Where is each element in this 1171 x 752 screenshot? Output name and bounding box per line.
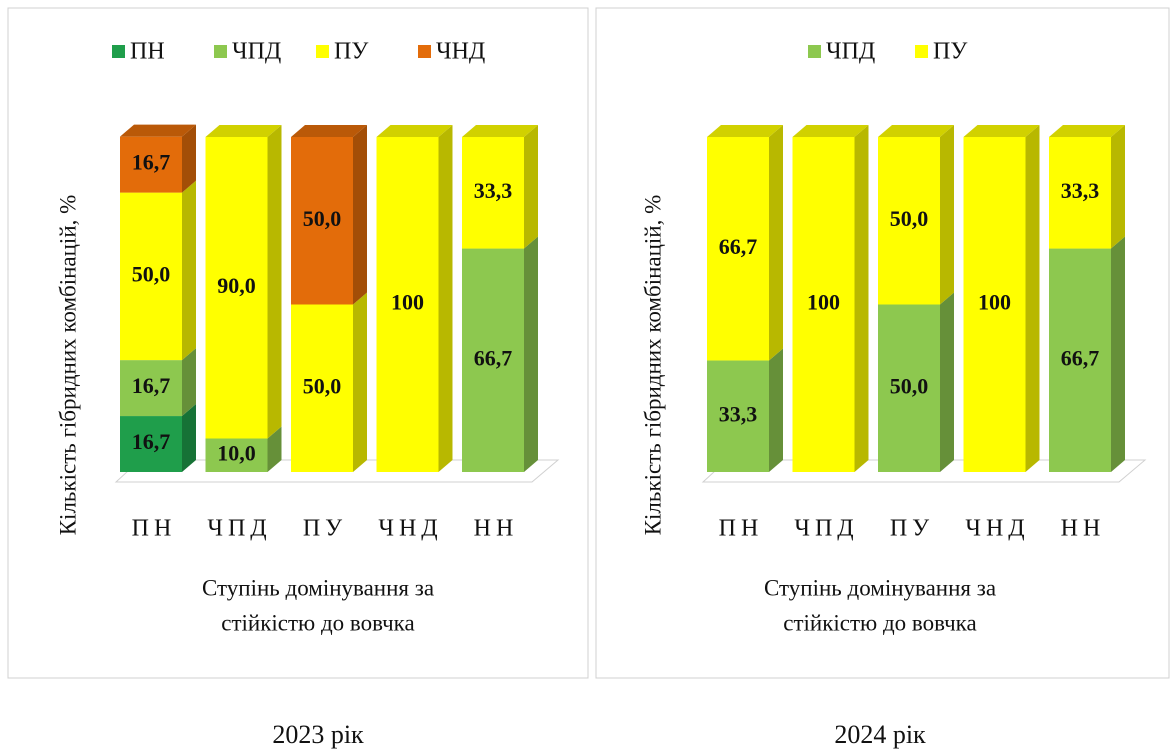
- bar-side: [182, 124, 196, 193]
- bar-side: [769, 348, 783, 472]
- caption: 2023 рік: [272, 720, 364, 749]
- data-label: 66,7: [1061, 345, 1100, 370]
- bar-segment: [878, 304, 940, 472]
- bar-top: [291, 125, 367, 137]
- bar-side: [769, 125, 783, 361]
- data-label: 50,0: [303, 206, 342, 231]
- legend-label: ЧПД: [232, 39, 281, 65]
- bar-segment: [205, 137, 268, 439]
- bar-segment: [792, 137, 855, 472]
- data-label: 16,7: [132, 429, 171, 454]
- bar-top: [792, 125, 869, 137]
- data-label: 50,0: [303, 373, 342, 398]
- bar-segment: [120, 136, 182, 193]
- legend-label: ЧНД: [436, 39, 485, 65]
- data-label: 90,0: [217, 273, 256, 298]
- legend-label: ЧПД: [826, 39, 875, 65]
- x-tick-label: ЧНД: [378, 516, 442, 542]
- bar-side: [267, 125, 282, 439]
- bar-side: [353, 292, 367, 472]
- x-tick-label: ПУ: [890, 516, 934, 542]
- data-label: 50,0: [890, 373, 929, 398]
- legend-swatch: [808, 45, 821, 58]
- x-tick-label: ПН: [132, 516, 177, 542]
- bar-segment: [120, 192, 182, 361]
- data-label: 10,0: [217, 440, 256, 465]
- bar-side: [182, 348, 196, 417]
- bar-segment: [120, 360, 182, 417]
- data-label: 50,0: [132, 261, 171, 286]
- data-label: 66,7: [719, 234, 758, 259]
- x-axis-label: стійкістю до вовчка: [783, 610, 976, 635]
- y-axis-label: Кількість гібридних комбінацій, %: [55, 195, 80, 536]
- bar-segment: [878, 137, 940, 305]
- bar-top: [205, 125, 282, 137]
- bar-side: [438, 125, 453, 472]
- bar-side: [940, 292, 954, 472]
- data-label: 16,7: [132, 150, 171, 175]
- bar-segment: [291, 304, 353, 472]
- caption: 2024 рік: [834, 720, 926, 749]
- legend-swatch: [418, 45, 431, 58]
- bar-segment: [462, 248, 524, 472]
- data-label: 33,3: [474, 178, 513, 203]
- x-tick-label: ЧПД: [207, 516, 271, 542]
- bar-segment: [707, 360, 769, 472]
- bar-side: [1111, 236, 1125, 472]
- x-axis-label: стійкістю до вовчка: [221, 610, 414, 635]
- data-label: 100: [978, 290, 1011, 315]
- x-axis-label: Ступінь домінування за: [202, 575, 434, 600]
- bar-segment: [120, 416, 182, 472]
- legend-label: ПУ: [334, 39, 368, 65]
- bar-side: [1111, 125, 1125, 249]
- legend-swatch: [112, 45, 125, 58]
- bar-top: [963, 125, 1040, 137]
- bar-segment: [1049, 248, 1111, 472]
- bar-top: [120, 124, 196, 137]
- bar-top: [462, 125, 538, 137]
- data-label: 16,7: [132, 373, 171, 398]
- legend-label: ПН: [130, 39, 165, 65]
- bar-segment: [291, 137, 353, 305]
- x-tick-label: ПН: [719, 516, 764, 542]
- bar-side: [524, 125, 538, 249]
- bar-top: [878, 125, 954, 137]
- bar-top: [376, 125, 453, 137]
- bar-segment: [707, 137, 769, 361]
- bar-segment: [1049, 137, 1111, 249]
- bar-top: [707, 125, 783, 137]
- x-tick-label: НН: [474, 516, 519, 542]
- legend-swatch: [316, 45, 329, 58]
- bar-top: [1049, 125, 1125, 137]
- data-label: 100: [807, 290, 840, 315]
- y-axis-label: Кількість гібридних комбінацій, %: [640, 195, 665, 536]
- legend-swatch: [214, 45, 227, 58]
- bar-segment: [376, 137, 439, 472]
- bar-side: [940, 125, 954, 305]
- data-label: 66,7: [474, 345, 513, 370]
- bar-segment: [462, 137, 524, 249]
- bar-segment: [205, 438, 268, 472]
- bar-side: [854, 125, 869, 472]
- x-axis-label: Ступінь домінування за: [764, 575, 996, 600]
- bar-segment: [963, 137, 1026, 472]
- data-label: 50,0: [890, 206, 929, 231]
- legend-swatch: [915, 45, 928, 58]
- bar-side: [353, 125, 367, 305]
- bar-side: [524, 236, 538, 472]
- x-tick-label: ЧПД: [794, 516, 858, 542]
- bar-side: [182, 404, 196, 472]
- x-tick-label: НН: [1061, 516, 1106, 542]
- legend-label: ПУ: [933, 39, 967, 65]
- data-label: 100: [391, 290, 424, 315]
- data-label: 33,3: [719, 401, 758, 426]
- x-tick-label: ЧНД: [965, 516, 1029, 542]
- x-tick-label: ПУ: [303, 516, 347, 542]
- data-label: 33,3: [1061, 178, 1100, 203]
- bar-side: [182, 180, 196, 361]
- bar-side: [1025, 125, 1040, 472]
- bar-side: [267, 426, 282, 472]
